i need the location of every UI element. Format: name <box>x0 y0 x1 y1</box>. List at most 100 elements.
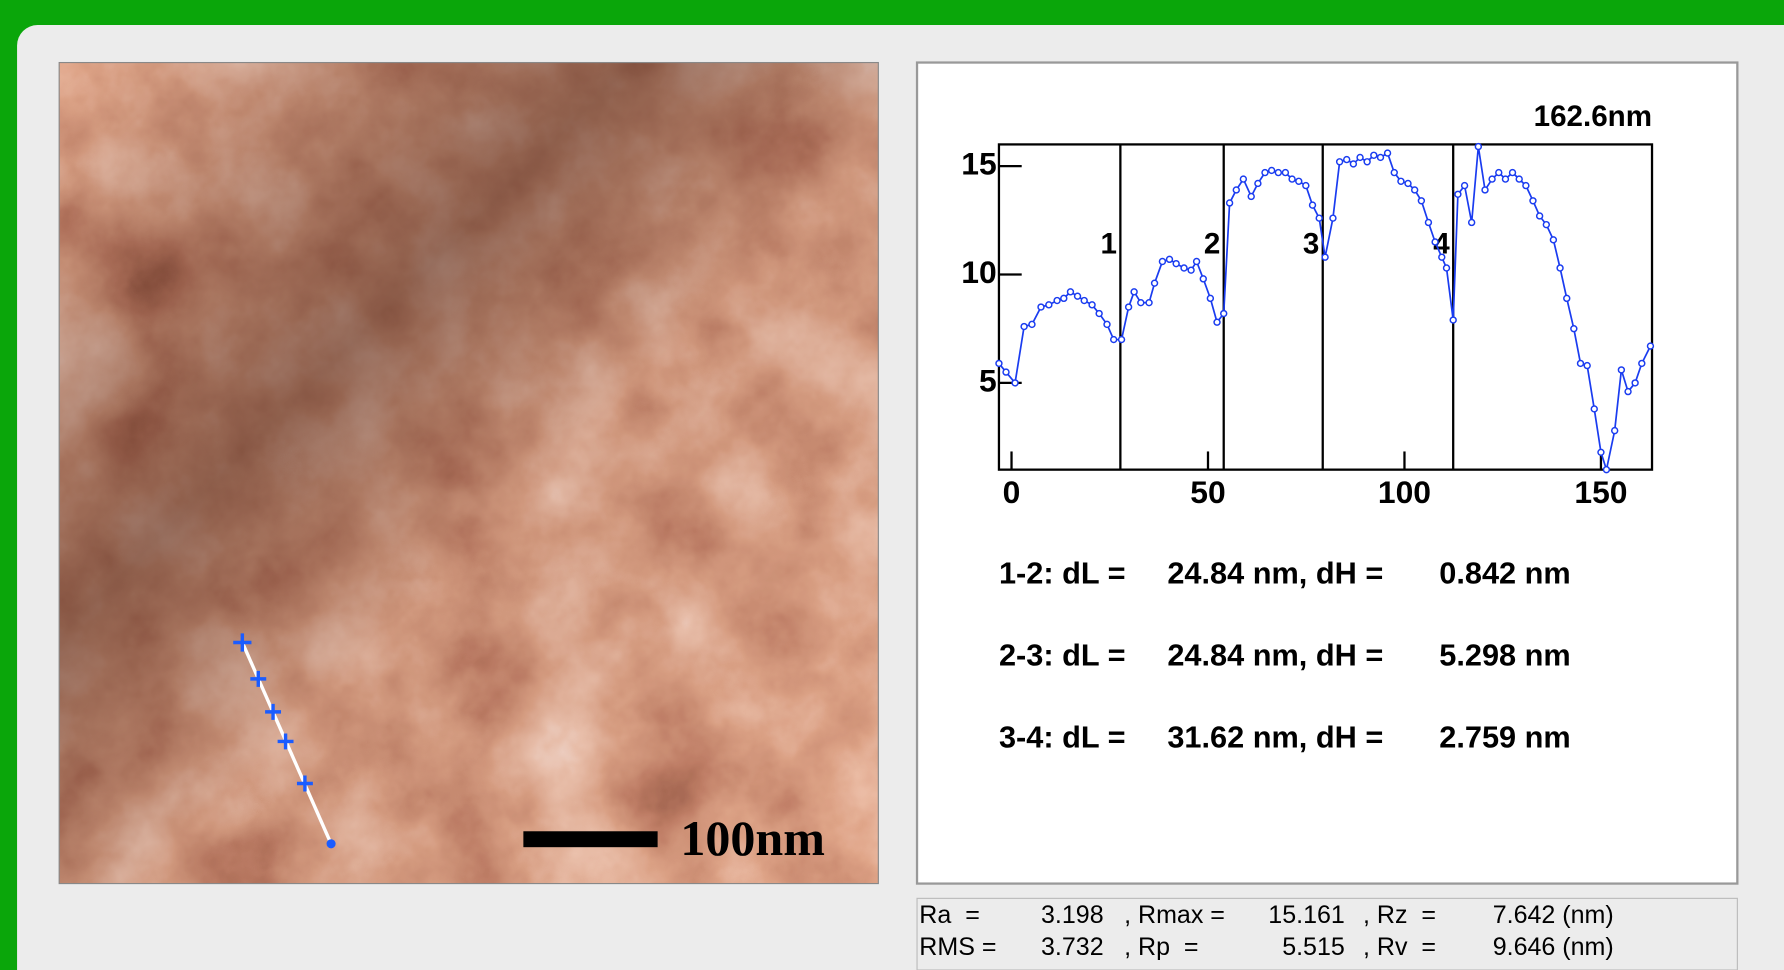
x-tick-label: 0 <box>1003 474 1021 510</box>
plot-frame <box>997 143 1654 471</box>
profile-point <box>1488 175 1496 183</box>
profile-point <box>1037 303 1045 311</box>
profile-point <box>1172 259 1180 268</box>
profile-point <box>1045 301 1053 309</box>
profile-point <box>1602 465 1611 474</box>
measure-dh: 0.842 nm <box>1439 556 1570 591</box>
profile-point <box>1431 238 1439 246</box>
profile-point <box>1410 186 1419 194</box>
profile-point <box>1308 201 1317 209</box>
profile-point <box>1390 168 1398 177</box>
profile-point <box>1556 264 1564 272</box>
stat-cell: 9.646 (nm) <box>1493 933 1614 961</box>
profile-point <box>1088 301 1096 309</box>
profile-point <box>1376 153 1385 162</box>
y-tick-label: 15 <box>961 146 996 182</box>
profile-point <box>1073 292 1082 300</box>
profile-point <box>1002 368 1010 376</box>
profile-point <box>1563 294 1571 303</box>
profile-end <box>326 839 336 849</box>
profile-point <box>1225 199 1234 207</box>
stat-cell: 3.732 <box>1041 933 1104 961</box>
profile-point <box>1570 325 1578 333</box>
measure-label: 2-3: dL = <box>999 637 1126 672</box>
measure-dl: 24.84 nm, dH = <box>1167 637 1383 672</box>
profile-point <box>1011 379 1019 387</box>
profile-point <box>1449 316 1457 324</box>
profile-point <box>1150 279 1159 287</box>
profile-point <box>1124 303 1133 311</box>
profile-point <box>1315 214 1323 222</box>
profile-point <box>1192 257 1201 266</box>
profile-point <box>1576 359 1585 368</box>
profile-point <box>1267 166 1276 175</box>
stat-cell: RMS = <box>919 933 996 961</box>
profile-point <box>1583 361 1591 370</box>
measure-label: 1-2: dL = <box>999 556 1126 591</box>
profile-point <box>1274 168 1283 177</box>
profile-point <box>1080 296 1088 305</box>
profile-point <box>1495 168 1503 177</box>
profile-point <box>1590 405 1598 413</box>
profile-point <box>1522 181 1530 190</box>
profile-point <box>1281 168 1290 177</box>
profile-point <box>1254 179 1262 188</box>
profile-point <box>1624 387 1632 396</box>
profile-point <box>1442 264 1451 272</box>
profile-panel <box>915 61 1739 885</box>
profile-point <box>1467 218 1476 227</box>
scale-label: 100nm <box>680 810 825 866</box>
measure-dh: 5.298 nm <box>1439 637 1570 672</box>
profile-point <box>1349 160 1358 168</box>
profile-point <box>1474 142 1483 151</box>
profile-point <box>1187 266 1195 274</box>
profile-point <box>1165 255 1174 264</box>
stat-cell: , Rz = <box>1363 901 1436 929</box>
profile-point <box>1424 218 1433 227</box>
chart-title: 162.6nm <box>1534 100 1652 133</box>
stat-cell: , Rp = <box>1124 933 1198 961</box>
profile-point <box>1295 177 1303 185</box>
profile-point <box>1646 342 1655 350</box>
profile-point <box>1145 299 1153 307</box>
profile-point <box>1343 155 1351 164</box>
profile-point <box>1239 175 1248 183</box>
profile-point <box>1261 168 1269 177</box>
profile-point <box>1417 197 1426 205</box>
profile-point <box>1158 257 1167 266</box>
profile-point <box>1060 294 1068 303</box>
profile-point <box>1137 299 1145 307</box>
profile-point <box>1247 192 1255 201</box>
profile-point <box>1302 181 1310 190</box>
profile-point <box>1404 179 1412 188</box>
profile-point <box>1199 275 1207 283</box>
profile-point <box>1053 296 1061 305</box>
profile-point <box>1638 359 1646 368</box>
profile-crosses <box>233 633 313 792</box>
profile-point <box>1020 322 1028 331</box>
cursor-label: 3 <box>1303 227 1319 260</box>
profile-point <box>1631 379 1639 387</box>
profile-point <box>1329 214 1337 222</box>
profile-point <box>1542 220 1551 229</box>
measure-label: 3-4: dL = <box>999 719 1126 754</box>
profile-point <box>1095 309 1103 318</box>
x-tick-label: 100 <box>1378 474 1431 510</box>
profile-point <box>1220 309 1228 318</box>
profile-point <box>1481 186 1489 194</box>
measure-dl: 24.84 nm, dH = <box>1167 556 1383 591</box>
measure-dl: 31.62 nm, dH = <box>1167 719 1383 754</box>
profile-point <box>1103 320 1111 329</box>
profile-point <box>1508 168 1517 177</box>
profile-point <box>1356 153 1364 162</box>
profile-point <box>1288 175 1296 183</box>
profile-point <box>1130 288 1138 296</box>
profile-point <box>995 359 1003 368</box>
profile-point <box>1363 158 1371 166</box>
y-tick-label: 5 <box>979 362 997 398</box>
stat-cell: 15.161 <box>1268 901 1345 929</box>
profile-point <box>1213 318 1221 326</box>
profile-point <box>1335 158 1344 166</box>
profile-point <box>1383 149 1392 157</box>
